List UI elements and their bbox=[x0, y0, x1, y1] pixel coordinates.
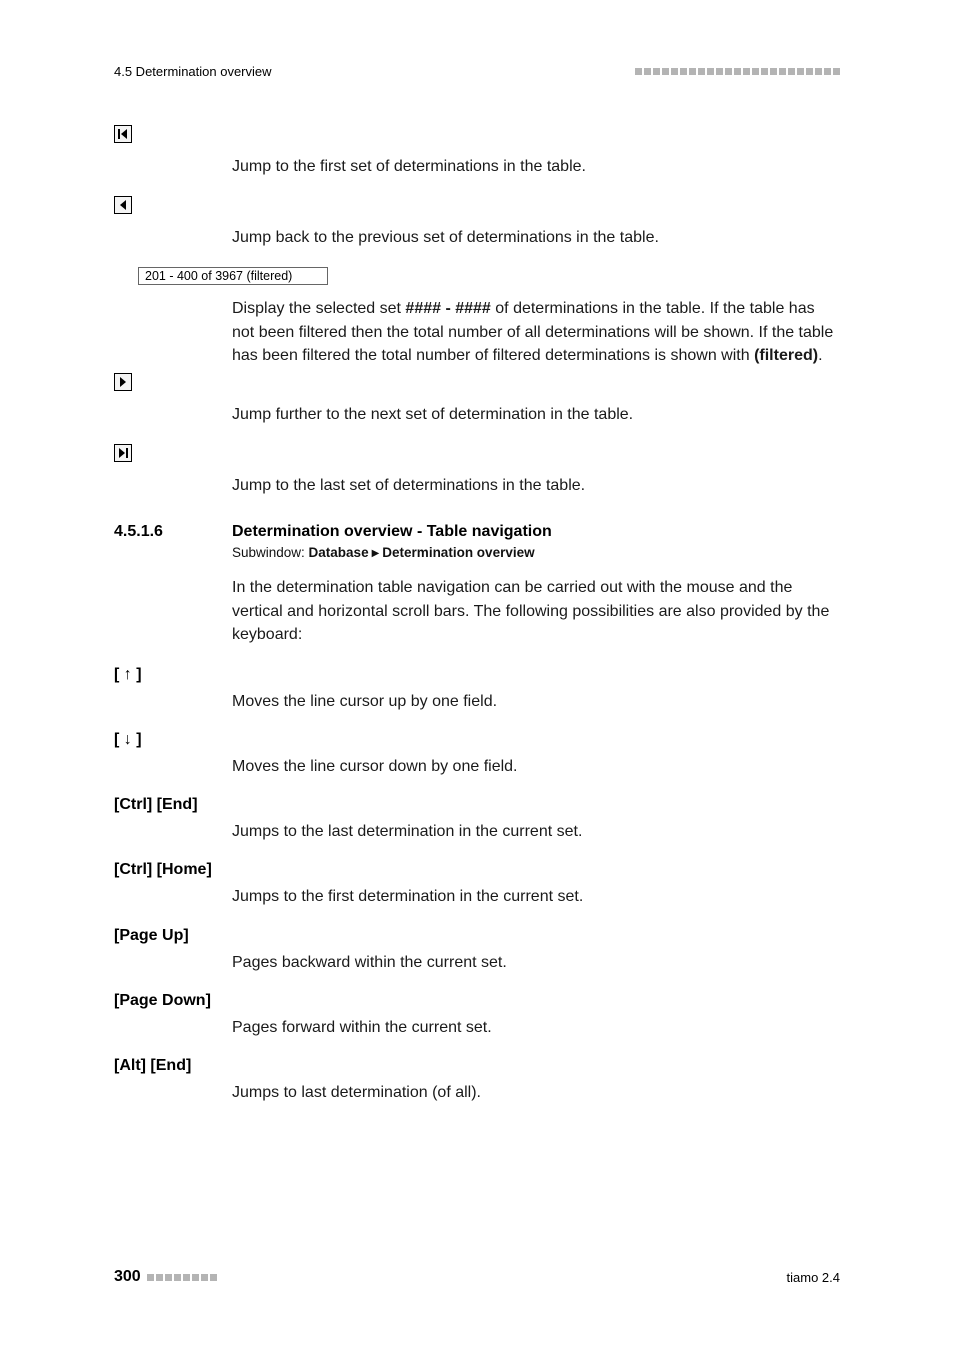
row-next-set: Jump further to the next set of determin… bbox=[114, 373, 840, 426]
row-prev-set: Jump back to the previous set of determi… bbox=[114, 196, 840, 249]
section-intro: In the determination table navigation ca… bbox=[232, 576, 840, 646]
ornament-square bbox=[644, 68, 651, 75]
shortcut-key-label: [Alt] [End] bbox=[114, 1057, 232, 1075]
keyboard-shortcut-row: [Page Down]Pages forward within the curr… bbox=[114, 992, 840, 1039]
text: . bbox=[818, 347, 822, 364]
ornament-square bbox=[779, 68, 786, 75]
keyboard-shortcut-row: [Alt] [End]Jumps to last determination (… bbox=[114, 1057, 840, 1104]
ornament-square bbox=[210, 1274, 217, 1281]
ornament-square bbox=[743, 68, 750, 75]
subwindow-db: Database bbox=[309, 545, 369, 560]
shortcut-desc: Pages backward within the current set. bbox=[232, 927, 840, 974]
page-header: 4.5 Determination overview bbox=[114, 64, 840, 79]
row-first-set: Jump to the first set of determinations … bbox=[114, 125, 840, 178]
row-range-display: 201 - 400 of 3967 (filtered) Display the… bbox=[114, 267, 840, 367]
prev-set-desc: Jump back to the previous set of determi… bbox=[232, 196, 840, 249]
last-set-desc: Jump to the last set of determinations i… bbox=[232, 444, 840, 497]
ornament-square bbox=[698, 68, 705, 75]
shortcut-desc: Jumps to last determination (of all). bbox=[232, 1057, 840, 1104]
ornament-square bbox=[156, 1274, 163, 1281]
ornament-square bbox=[725, 68, 732, 75]
text-bold: #### - #### bbox=[405, 300, 490, 317]
shortcut-key-label: [ ↑ ] bbox=[114, 666, 232, 684]
page-number: 300 bbox=[114, 1268, 141, 1286]
shortcut-desc: Moves the line cursor down by one field. bbox=[232, 731, 840, 778]
shortcut-key-label: [Ctrl] [End] bbox=[114, 796, 232, 814]
keyboard-shortcut-row: [Ctrl] [Home]Jumps to the first determin… bbox=[114, 861, 840, 908]
text-bold: (filtered) bbox=[754, 347, 818, 364]
ornament-square bbox=[788, 68, 795, 75]
footer-ornament bbox=[147, 1274, 217, 1281]
range-display-field: 201 - 400 of 3967 (filtered) bbox=[138, 267, 328, 285]
footer-left: 300 bbox=[114, 1268, 217, 1286]
ornament-square bbox=[192, 1274, 199, 1281]
header-ornament bbox=[635, 68, 840, 75]
shortcut-key-label: [Page Down] bbox=[114, 992, 232, 1010]
shortcut-desc: Jumps to the first determination in the … bbox=[232, 861, 840, 908]
footer-product: tiamo 2.4 bbox=[787, 1270, 840, 1285]
ornament-square bbox=[761, 68, 768, 75]
text: Display the selected set bbox=[232, 300, 405, 317]
ornament-square bbox=[183, 1274, 190, 1281]
keyboard-shortcut-row: [ ↑ ]Moves the line cursor up by one fie… bbox=[114, 666, 840, 713]
ornament-square bbox=[815, 68, 822, 75]
keyboard-shortcut-row: [Ctrl] [End]Jumps to the last determinat… bbox=[114, 796, 840, 843]
section-number: 4.5.1.6 bbox=[114, 523, 232, 541]
last-set-icon[interactable] bbox=[114, 444, 132, 462]
ornament-square bbox=[662, 68, 669, 75]
shortcut-desc: Moves the line cursor up by one field. bbox=[232, 666, 840, 713]
page-footer: 300 tiamo 2.4 bbox=[114, 1268, 840, 1286]
shortcut-desc: Jumps to the last determination in the c… bbox=[232, 796, 840, 843]
prev-set-icon[interactable] bbox=[114, 196, 132, 214]
section-title: Determination overview - Table navigatio… bbox=[232, 523, 552, 541]
row-last-set: Jump to the last set of determinations i… bbox=[114, 444, 840, 497]
ornament-square bbox=[671, 68, 678, 75]
ornament-square bbox=[707, 68, 714, 75]
ornament-square bbox=[635, 68, 642, 75]
subwindow-ov: Determination overview bbox=[382, 545, 534, 560]
keyboard-shortcut-row: [ ↓ ]Moves the line cursor down by one f… bbox=[114, 731, 840, 778]
ornament-square bbox=[653, 68, 660, 75]
ornament-square bbox=[174, 1274, 181, 1281]
subwindow-label: Subwindow: bbox=[232, 545, 309, 560]
ornament-square bbox=[797, 68, 804, 75]
ornament-square bbox=[165, 1274, 172, 1281]
ornament-square bbox=[147, 1274, 154, 1281]
next-set-icon[interactable] bbox=[114, 373, 132, 391]
first-set-desc: Jump to the first set of determinations … bbox=[232, 125, 840, 178]
range-display-desc: Display the selected set #### - #### of … bbox=[232, 285, 840, 367]
shortcut-key-label: [ ↓ ] bbox=[114, 731, 232, 749]
shortcut-key-label: [Ctrl] [Home] bbox=[114, 861, 232, 879]
ornament-square bbox=[680, 68, 687, 75]
ornament-square bbox=[689, 68, 696, 75]
next-set-desc: Jump further to the next set of determin… bbox=[232, 373, 840, 426]
subwindow-path: Subwindow: Database▶Determination overvi… bbox=[232, 545, 840, 560]
ornament-square bbox=[824, 68, 831, 75]
ornament-square bbox=[770, 68, 777, 75]
ornament-square bbox=[734, 68, 741, 75]
header-breadcrumb: 4.5 Determination overview bbox=[114, 64, 272, 79]
ornament-square bbox=[716, 68, 723, 75]
section-heading: 4.5.1.6 Determination overview - Table n… bbox=[114, 523, 840, 541]
ornament-square bbox=[201, 1274, 208, 1281]
keyboard-shortcut-row: [Page Up]Pages backward within the curre… bbox=[114, 927, 840, 974]
ornament-square bbox=[806, 68, 813, 75]
first-set-icon[interactable] bbox=[114, 125, 132, 143]
ornament-square bbox=[833, 68, 840, 75]
shortcut-desc: Pages forward within the current set. bbox=[232, 992, 840, 1039]
shortcut-key-label: [Page Up] bbox=[114, 927, 232, 945]
ornament-square bbox=[752, 68, 759, 75]
chevron-right-icon: ▶ bbox=[372, 548, 380, 559]
